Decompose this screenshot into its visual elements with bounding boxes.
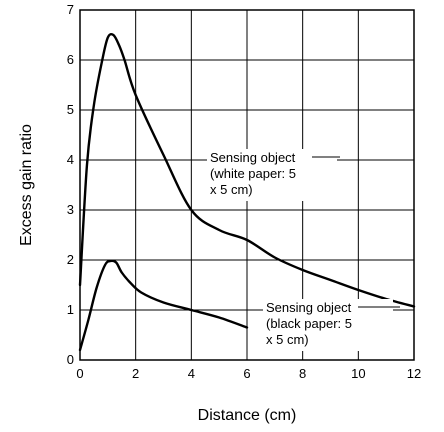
x-tick-label-6: 12 (407, 366, 421, 381)
annotation-0-line-0: Sensing object (210, 150, 296, 165)
series-line-1 (78, 259, 249, 352)
y-tick-label-4: 4 (67, 152, 74, 167)
plot-frame (79, 9, 415, 361)
annotations: Sensing object(white paper: 5x 5 cm)Sens… (207, 149, 400, 351)
y-tick-label-5: 5 (67, 102, 74, 117)
annotation-bg-1 (263, 299, 393, 351)
y-tick-label-2: 2 (67, 252, 74, 267)
annotation-1-line-2: x 5 cm) (266, 332, 309, 347)
annotation-1-line-1: (black paper: 5 (266, 316, 352, 331)
y-tick-label-1: 1 (67, 302, 74, 317)
x-tick-label-1: 2 (132, 366, 139, 381)
annotation-0-line-1: (white paper: 5 (210, 166, 296, 181)
x-tick-label-3: 6 (243, 366, 250, 381)
y-tick-label-7: 7 (67, 2, 74, 17)
y-tick-label-6: 6 (67, 52, 74, 67)
series-layer (78, 32, 416, 352)
x-tick-label-2: 4 (188, 366, 195, 381)
annotation-0-line-2: x 5 cm) (210, 182, 253, 197)
y-axis-title: Excess gain ratio (18, 124, 35, 246)
series-line-0 (78, 32, 416, 308)
x-tick-label-0: 0 (76, 366, 83, 381)
y-tick-label-3: 3 (67, 202, 74, 217)
x-tick-label-5: 10 (351, 366, 365, 381)
y-tick-label-0: 0 (67, 352, 74, 367)
annotation-bg-0 (207, 149, 337, 201)
x-axis-title: Distance (cm) (198, 407, 297, 424)
x-tick-label-4: 8 (299, 366, 306, 381)
annotation-1-line-0: Sensing object (266, 300, 352, 315)
